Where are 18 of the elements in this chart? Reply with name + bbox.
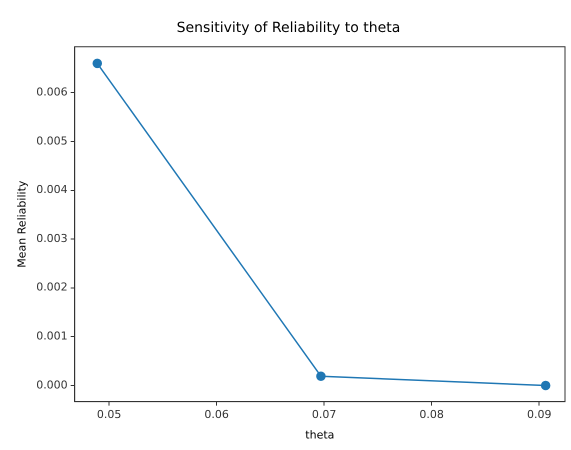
- x-tick-label: 0.07: [312, 408, 336, 422]
- y-tick-label: 0.003: [36, 232, 68, 245]
- y-tick-label: 0.006: [36, 86, 68, 99]
- y-axis-title: Mean Reliability: [15, 180, 28, 268]
- point: [316, 371, 326, 381]
- y-tick-label: 0.002: [36, 280, 68, 294]
- y-tick-label: 0.000: [36, 378, 68, 392]
- y-tick-label: 0.004: [36, 183, 68, 196]
- y-tick-label: 0.001: [36, 330, 68, 343]
- y-tick-label: 0.005: [36, 134, 68, 148]
- x-tick-label: 0.06: [204, 408, 229, 422]
- x-tick-label: 0.09: [526, 408, 552, 422]
- point: [92, 58, 102, 68]
- x-tick-label: 0.05: [96, 408, 122, 422]
- chart-title: Sensitivity of Reliability to theta: [176, 20, 400, 36]
- x-tick-label: 0.08: [419, 408, 444, 422]
- x-axis-title: theta: [305, 428, 334, 442]
- point: [540, 380, 550, 390]
